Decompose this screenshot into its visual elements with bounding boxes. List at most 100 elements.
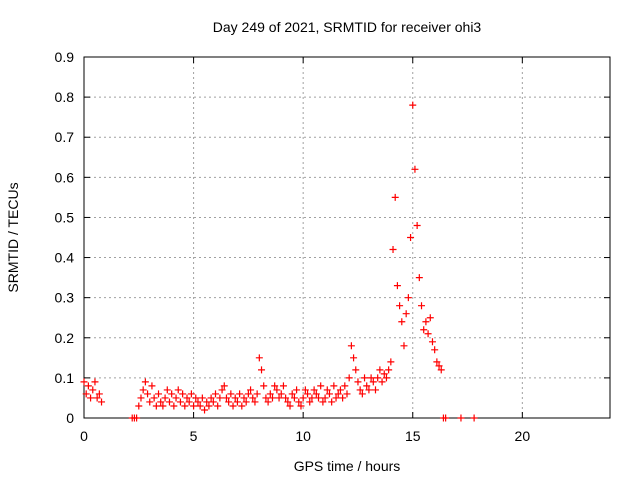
data-point [194, 398, 202, 406]
data-point [203, 398, 211, 406]
data-point [262, 394, 270, 402]
data-point [183, 394, 191, 402]
data-point [428, 338, 436, 346]
data-point [371, 386, 379, 394]
data-point [374, 374, 382, 382]
data-point [168, 390, 176, 398]
data-point [295, 398, 303, 406]
data-point [409, 101, 417, 109]
data-point [181, 402, 189, 410]
data-point [398, 318, 406, 326]
data-point [361, 374, 369, 382]
data-point [80, 378, 88, 386]
data-point [222, 394, 230, 402]
data-point [152, 402, 160, 410]
data-point [422, 318, 430, 326]
data-point [356, 386, 364, 394]
y-axis-label: SRMTID / TECUs [5, 182, 21, 292]
data-point [308, 394, 316, 402]
data-point [133, 414, 141, 422]
data-point [266, 390, 274, 398]
data-point [159, 402, 167, 410]
x-tick-label: 20 [515, 428, 531, 444]
chart-title: Day 249 of 2021, SRMTID for receiver ohi… [213, 19, 482, 35]
data-point [139, 386, 147, 394]
data-point [334, 390, 342, 398]
data-point [233, 398, 241, 406]
data-point [279, 382, 287, 390]
data-point [198, 394, 206, 402]
data-point [247, 386, 255, 394]
data-point [95, 390, 103, 398]
data-point [387, 358, 395, 366]
data-point [275, 394, 283, 402]
data-point [328, 398, 336, 406]
data-point [205, 402, 213, 410]
data-point [426, 314, 434, 322]
data-point [382, 374, 390, 382]
data-point [415, 274, 423, 282]
data-point [391, 193, 399, 201]
data-point [87, 394, 95, 402]
data-point [209, 398, 217, 406]
data-point [148, 382, 156, 390]
data-point [402, 310, 410, 318]
y-tick-label: 0.2 [55, 330, 75, 346]
data-point [365, 386, 373, 394]
data-point [363, 382, 371, 390]
data-point [380, 370, 388, 378]
data-point [170, 402, 178, 410]
data-point [236, 390, 244, 398]
y-tick-label: 0 [66, 410, 74, 426]
data-point [220, 382, 228, 390]
data-point [293, 386, 301, 394]
data-point [341, 382, 349, 390]
data-point [433, 358, 441, 366]
data-point [135, 402, 143, 410]
data-point [212, 390, 219, 398]
data-point [288, 390, 296, 398]
data-point [98, 398, 106, 406]
data-point [393, 282, 401, 290]
data-point [240, 394, 248, 402]
data-point [367, 374, 375, 382]
data-point [413, 221, 421, 229]
y-tick-label: 0.7 [55, 129, 75, 145]
data-point [345, 374, 353, 382]
data-point [161, 394, 169, 402]
data-point [249, 394, 257, 402]
data-point [315, 394, 323, 402]
data-point [332, 394, 340, 402]
y-tick-label: 0.1 [55, 370, 75, 386]
x-axis-label: GPS time / hours [294, 458, 401, 474]
y-tick-label: 0.9 [55, 49, 75, 65]
data-point [352, 366, 360, 374]
data-point [229, 402, 237, 410]
data-point [339, 394, 347, 402]
data-point [457, 414, 465, 422]
data-point [84, 382, 92, 390]
data-point [319, 398, 327, 406]
data-point [201, 406, 209, 414]
data-point [172, 394, 180, 402]
data-point [286, 402, 294, 410]
data-point [304, 390, 312, 398]
y-tick-label: 0.3 [55, 290, 75, 306]
data-point [347, 342, 355, 350]
plot-frame [83, 56, 611, 419]
data-point [216, 394, 224, 402]
data-point [253, 390, 261, 398]
data-point [91, 378, 99, 386]
data-point [165, 398, 173, 406]
data-point [157, 398, 165, 406]
data-point [137, 394, 145, 402]
data-point [271, 382, 279, 390]
data-point [321, 394, 329, 402]
data-point [258, 366, 266, 374]
data-point [187, 390, 195, 398]
data-point [260, 382, 268, 390]
data-point [396, 302, 404, 310]
data-point [150, 394, 158, 402]
data-point [244, 390, 252, 398]
data-point [176, 398, 184, 406]
